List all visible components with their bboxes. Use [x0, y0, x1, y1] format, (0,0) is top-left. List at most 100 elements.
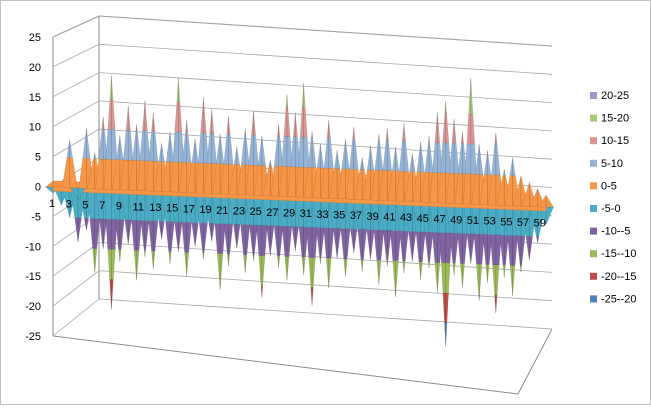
legend-swatch — [590, 272, 597, 280]
peak-band — [125, 106, 131, 131]
category-tick-label: 9 — [116, 201, 122, 213]
peak-band — [70, 187, 87, 201]
z-tick-label: 25 — [29, 32, 41, 44]
peak-band — [434, 112, 441, 143]
z-tick-label: -25 — [25, 331, 41, 343]
z-tick-label: -15 — [25, 271, 41, 283]
trough-band — [133, 250, 140, 281]
legend-swatch — [590, 182, 597, 190]
trough-band — [519, 265, 522, 273]
category-tick-label: 35 — [333, 210, 345, 222]
trough-band — [191, 222, 199, 247]
trough-band — [118, 249, 122, 262]
peak-band — [176, 78, 181, 103]
peak-band — [191, 138, 199, 164]
gridline — [52, 298, 553, 337]
category-tick-label: 29 — [283, 207, 295, 219]
trough-band — [124, 219, 132, 245]
trough-band — [452, 263, 456, 276]
trough-band — [485, 264, 490, 283]
peak-band — [151, 113, 156, 132]
trough-band — [252, 254, 255, 262]
category-tick-label: 7 — [99, 200, 105, 212]
trough-band — [168, 251, 172, 264]
peak-band — [216, 133, 225, 165]
trough-band — [83, 218, 89, 231]
trough-band — [266, 225, 275, 256]
category-tick-label: 41 — [383, 212, 395, 224]
peak-band — [483, 150, 492, 175]
peak-band — [93, 152, 97, 159]
peak-band — [268, 159, 272, 167]
peak-band — [226, 116, 231, 135]
z-tick-label: 15 — [29, 92, 41, 104]
z-tick-label: 0 — [35, 182, 41, 194]
z-tick-label: 20 — [29, 62, 41, 74]
legend-label: -10--5 — [601, 226, 630, 238]
legend-label: -15--10 — [601, 248, 636, 260]
peak-band — [165, 131, 175, 162]
peak-surface — [44, 75, 554, 208]
peak-band — [158, 143, 165, 162]
trough-band — [158, 221, 165, 240]
category-tick-label: 13 — [149, 202, 161, 214]
peak-band — [233, 146, 240, 165]
trough-band — [343, 258, 348, 277]
category-tick-label: 17 — [183, 203, 195, 215]
peak-band — [428, 136, 430, 143]
trough-band — [460, 263, 465, 288]
trough-band — [310, 287, 314, 306]
peak-band — [109, 75, 114, 100]
trough-band — [408, 231, 417, 262]
category-tick-label: 27 — [266, 207, 278, 219]
peak-band — [359, 157, 365, 170]
trough-band — [418, 261, 423, 280]
category-tick-label: 45 — [417, 213, 429, 225]
peak-band — [409, 153, 416, 172]
peak-band — [470, 77, 472, 85]
category-tick-label: 3 — [66, 199, 72, 211]
peak-band — [311, 131, 313, 138]
trough-band — [260, 285, 264, 298]
trough-band — [478, 294, 480, 301]
peak-band — [185, 120, 189, 133]
legend-label: 5-10 — [601, 158, 623, 170]
trough-band — [509, 265, 516, 296]
legend: 20-25 15-20 10-15 5-10 0-5 -5-0 -10--5 -15--10 -… — [590, 90, 636, 305]
category-tick-label: 51 — [467, 215, 479, 227]
trough-band — [151, 250, 156, 270]
peak-band — [475, 144, 484, 175]
trough-band — [434, 262, 441, 293]
category-tick-label: 37 — [350, 210, 362, 222]
category-tick-label: 49 — [450, 214, 462, 226]
trough-band — [226, 253, 231, 267]
category-tick-label: 31 — [300, 208, 312, 220]
trough-band — [360, 259, 364, 272]
legend-swatch — [590, 114, 597, 122]
category-tick-label: 57 — [517, 217, 529, 229]
trough-band — [325, 257, 332, 289]
gridline — [52, 72, 553, 103]
trough-band — [525, 236, 533, 261]
peak-band — [316, 143, 325, 169]
gridline — [52, 241, 553, 277]
peak-band — [366, 145, 375, 171]
peak-band — [444, 100, 447, 114]
legend-swatch — [590, 205, 597, 212]
trough-band — [92, 248, 98, 273]
category-tick-label: 47 — [433, 214, 445, 226]
trough-band — [291, 226, 299, 251]
peak-band — [135, 124, 138, 131]
gridline — [52, 100, 553, 132]
z-tick-label: -5 — [31, 211, 41, 223]
category-tick-label: 23 — [233, 205, 245, 217]
peak-band — [538, 194, 554, 208]
category-axis-labels: 1 3 5 7 9 11 13 15 17 19 21 23 25 27 29 31 33 35 37 39 41 43 4… — [49, 198, 546, 230]
trough-band — [402, 260, 406, 274]
floor-front-edge — [52, 328, 553, 395]
category-tick-label: 21 — [216, 205, 228, 217]
peak-band — [352, 127, 356, 140]
trough-band — [502, 265, 506, 278]
